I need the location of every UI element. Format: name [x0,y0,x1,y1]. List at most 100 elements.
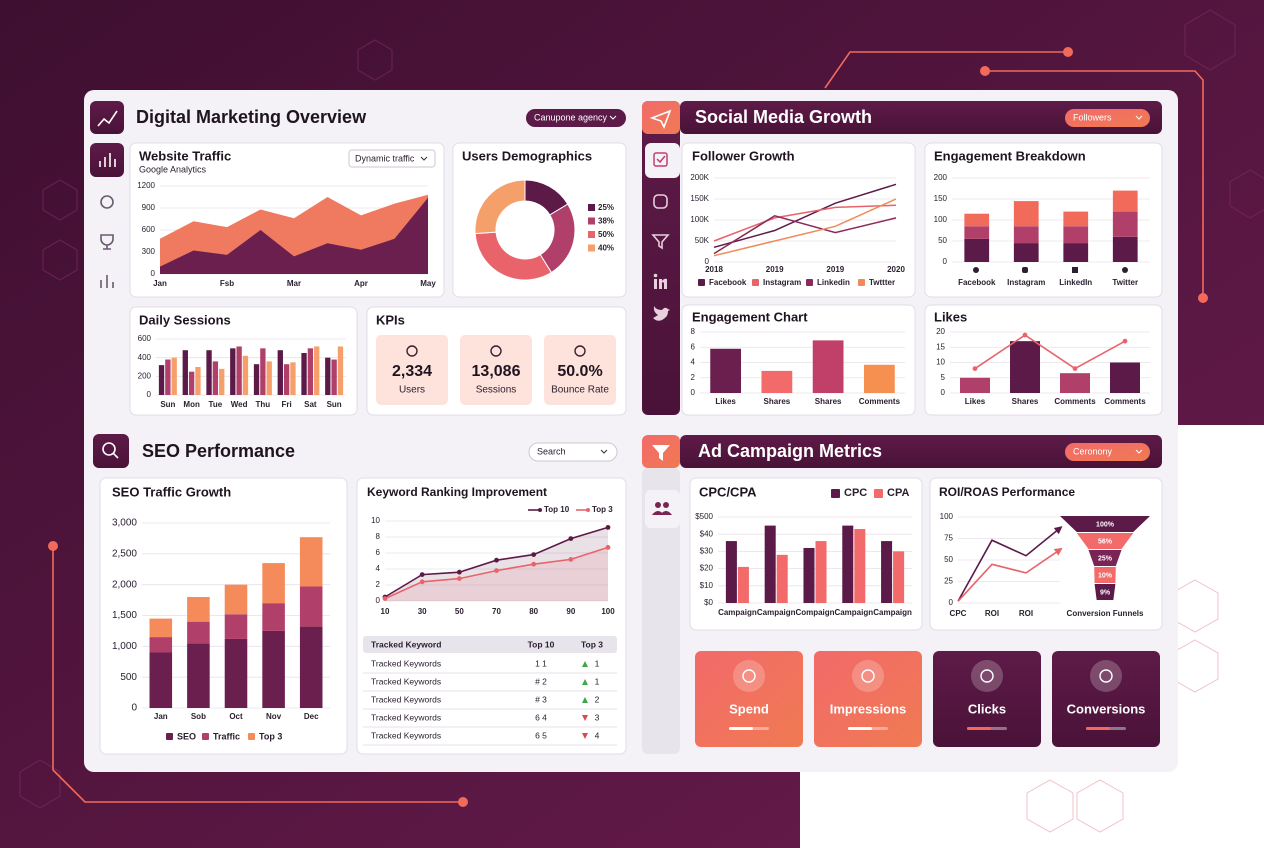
nav-trophy[interactable] [100,234,114,250]
legend-label: CPC [844,487,867,499]
tile-progress [1086,727,1110,730]
x-tick-label: 100 [601,607,615,616]
social-icon-button[interactable] [642,101,680,134]
x-tick-label: 70 [492,607,501,616]
tile-label: Clicks [968,701,1006,716]
bar-segment [149,652,173,708]
logo-icon [97,110,118,127]
y-tick-label: 1,000 [112,641,137,652]
x-tick-label: Jan [154,712,168,721]
y-tick-label: 4 [691,358,696,367]
filter-icon[interactable] [651,234,670,250]
kpi-value: 50.0% [557,363,602,380]
bar [219,368,225,395]
x-tick-label: Comments [1104,397,1146,406]
legend-label: Instagram [763,278,801,287]
x-tick-label: Comments [1054,397,1096,406]
section-title: SEO Performance [142,441,295,461]
dropdown-caret [600,449,608,454]
metric-tile[interactable] [933,651,1041,747]
y-tick-label: 10 [936,358,945,367]
kpi-icon [406,345,418,357]
point [568,557,574,562]
bar [242,355,249,395]
tile-icon-ring [742,669,756,683]
funnel-stage [1060,516,1150,532]
legend-label: SEO [177,731,196,741]
bar [960,377,990,393]
metric-tile[interactable] [814,651,922,747]
x-tick-label: Instagram [1007,278,1045,287]
circuit-dots [48,47,1208,807]
x-tick-label: Mon [183,400,200,409]
point [419,572,425,577]
bar-segment [149,637,173,653]
table-cell: Tracked Keywords [371,658,441,668]
y-tick-label: 500 [120,672,137,683]
y-tick-label: 15 [936,342,945,351]
point [972,366,978,371]
seo-icon-button[interactable] [93,434,129,468]
y-tick-label: 50K [695,236,710,245]
twitter-icon[interactable] [653,306,670,321]
nav-settings[interactable] [100,195,114,209]
dropdown[interactable] [528,442,618,462]
section-title: Social Media Growth [695,107,872,127]
nav-reports[interactable] [100,275,114,288]
legend-swatch-dot [586,508,590,512]
funnel-label: 56% [1098,538,1113,545]
legend-label: CPA [887,487,909,499]
y-tick-label: 10 [371,516,380,525]
table-cell: 3 [595,712,600,722]
x-tick-label: 2019 [826,265,844,274]
metric-tile[interactable] [695,651,803,747]
dropdown[interactable] [1065,109,1150,127]
funnel-icon [652,445,670,461]
line-area [385,547,608,601]
line [974,334,1126,370]
metric-tile[interactable] [1052,651,1160,747]
bar [815,541,827,603]
y-tick-label: 25 [944,577,953,586]
legend-label: Top 3 [592,505,613,514]
legend-swatch [588,217,595,225]
section-title: Ad Campaign Metrics [698,441,882,461]
bar [881,541,893,603]
dropdown[interactable] [1065,443,1150,461]
bar [253,364,260,395]
funnel-stage [1094,567,1116,583]
x-tick-label: 90 [566,607,575,616]
funnel-stage [1076,533,1134,549]
x-tick-label: Tue [209,400,223,409]
tile-progress [848,727,872,730]
bar [283,364,290,395]
trend-up [582,697,588,703]
y-tick-label: 8 [691,327,696,336]
dropdown[interactable] [348,149,436,168]
dropdown[interactable] [526,109,626,127]
bar-segment [299,537,323,587]
logo-button[interactable] [90,101,124,134]
bar [314,346,320,395]
panel-title: Users Demographics [462,148,592,163]
table-cell: 1 1 [535,658,547,668]
tile-icon [852,660,884,692]
nav-analytics[interactable] [90,143,124,177]
panel-title: Keyword Ranking Improvement [367,485,547,499]
bar [277,350,283,395]
bar-segment [1013,201,1039,227]
bar-segment [1063,226,1089,244]
y-tick-label: 0 [949,598,954,607]
bar-segment [262,603,285,631]
nav-tab-active[interactable] [645,490,680,528]
y-tick-label: 100K [690,215,709,224]
point [568,536,574,541]
linkedin-icon[interactable] [653,273,667,289]
instagram-icon[interactable] [653,194,668,209]
y-tick-label: 0 [705,257,710,266]
y-tick-label: 600 [142,225,156,234]
bar [290,362,296,395]
nav-tab-active[interactable] [645,143,680,178]
x-tick-label: LinkedIn [1059,278,1092,287]
x-tick-label: 2019 [766,265,784,274]
